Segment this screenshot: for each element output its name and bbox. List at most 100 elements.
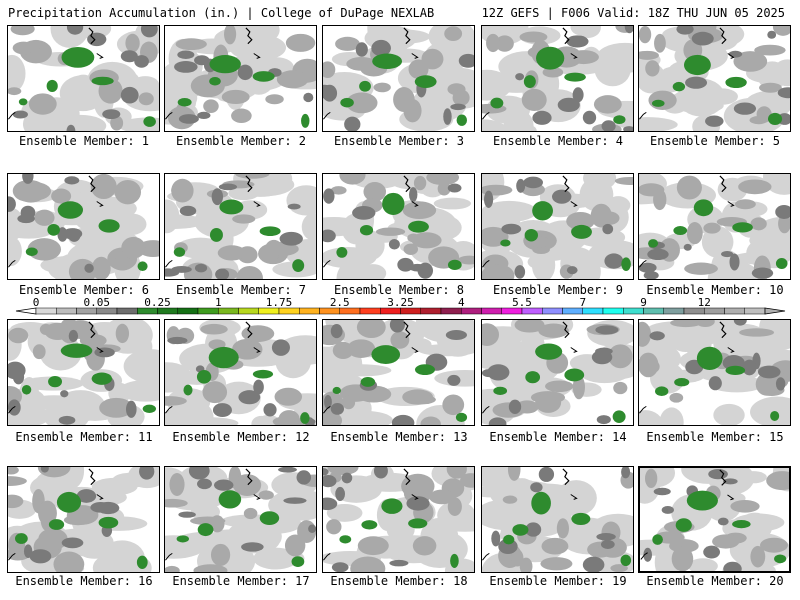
ensemble-panel[interactable] bbox=[164, 319, 317, 426]
ensemble-panel[interactable] bbox=[481, 466, 634, 573]
precip-contour-medium bbox=[778, 214, 790, 234]
precip-contour-dark bbox=[120, 50, 138, 63]
precip-contour-medium bbox=[171, 178, 194, 203]
precip-contour-dark bbox=[751, 267, 774, 279]
precip-contour-light bbox=[379, 29, 431, 44]
precip-contour-medium bbox=[231, 108, 252, 124]
precip-contour-green bbox=[56, 491, 82, 513]
precip-contour-medium bbox=[648, 90, 677, 110]
precip-contour-medium bbox=[407, 395, 436, 405]
precip-contour-dark bbox=[214, 479, 234, 491]
ensemble-panel[interactable] bbox=[322, 173, 475, 280]
precip-contour-green bbox=[218, 490, 242, 509]
precip-contour-medium bbox=[165, 498, 188, 508]
precip-contour-medium bbox=[457, 255, 474, 265]
precip-contour-dark bbox=[757, 365, 781, 379]
precip-contour-medium bbox=[412, 536, 437, 556]
ensemble-panel[interactable] bbox=[164, 173, 317, 280]
precip-contour-green bbox=[292, 259, 305, 273]
precip-contour-dark bbox=[653, 487, 671, 496]
precip-contour-medium bbox=[258, 490, 274, 500]
precip-contour-medium bbox=[644, 468, 658, 489]
ensemble-panel[interactable] bbox=[638, 25, 791, 132]
precip-contour-green bbox=[137, 261, 148, 272]
ensemble-panel[interactable] bbox=[322, 319, 475, 426]
coastline bbox=[639, 259, 647, 268]
precip-contour-light bbox=[79, 544, 111, 559]
ensemble-panel[interactable] bbox=[7, 25, 160, 132]
precip-contour-dark bbox=[729, 253, 740, 271]
precip-contour-dark bbox=[174, 61, 198, 73]
precip-contour-medium bbox=[610, 564, 628, 572]
ensemble-panel[interactable] bbox=[7, 466, 160, 573]
precip-contour-dark bbox=[596, 533, 616, 541]
precip-contour-green bbox=[98, 219, 120, 233]
precip-contour-medium bbox=[99, 397, 134, 418]
precip-contour-green bbox=[535, 343, 563, 360]
ensemble-panel[interactable] bbox=[481, 25, 634, 132]
lake-outline bbox=[719, 27, 727, 45]
precip-contour-dark bbox=[66, 26, 84, 35]
precip-contour-medium bbox=[265, 94, 284, 105]
precip-contour-green bbox=[672, 81, 686, 92]
precip-contour-medium bbox=[38, 500, 57, 526]
precip-contour-dark bbox=[595, 347, 613, 355]
precip-contour-green bbox=[360, 377, 376, 387]
precip-contour-medium bbox=[330, 186, 347, 195]
ensemble-member-label: Ensemble Member: 18 bbox=[330, 574, 468, 588]
precip-contour-medium bbox=[760, 537, 788, 553]
precip-contour-dark bbox=[68, 329, 79, 343]
precip-contour-green bbox=[503, 534, 515, 545]
precip-contour-light bbox=[175, 417, 239, 425]
ensemble-panel[interactable] bbox=[322, 25, 475, 132]
precip-contour-green bbox=[209, 55, 241, 74]
precip-contour-light bbox=[744, 90, 790, 119]
precip-contour-dark bbox=[23, 544, 33, 558]
ensemble-panel[interactable] bbox=[322, 466, 475, 573]
precip-contour-light bbox=[639, 117, 678, 131]
precip-contour-medium bbox=[347, 339, 376, 358]
precip-contour-medium bbox=[735, 199, 756, 210]
ensemble-panel[interactable] bbox=[638, 466, 791, 573]
precip-contour-medium bbox=[10, 26, 35, 36]
precip-map bbox=[323, 174, 474, 279]
precip-contour-dark bbox=[352, 205, 376, 220]
lake-outline bbox=[411, 53, 419, 59]
ensemble-panel[interactable] bbox=[7, 173, 160, 280]
precip-contour-green bbox=[564, 368, 585, 382]
precip-contour-green bbox=[336, 247, 348, 258]
ensemble-panel[interactable] bbox=[481, 173, 634, 280]
precip-contour-medium bbox=[515, 400, 539, 414]
precip-contour-dark bbox=[323, 475, 337, 488]
ensemble-panel[interactable] bbox=[7, 319, 160, 426]
precip-contour-medium bbox=[232, 338, 263, 360]
precip-contour-medium bbox=[460, 473, 474, 488]
precip-contour-dark bbox=[488, 417, 507, 425]
ensemble-panel[interactable] bbox=[481, 319, 634, 426]
precip-contour-dark bbox=[139, 467, 155, 480]
precip-contour-green bbox=[301, 113, 310, 128]
lake-outline bbox=[403, 321, 411, 339]
ensemble-member-label: Ensemble Member: 20 bbox=[646, 574, 784, 588]
precip-contour-dark bbox=[389, 559, 409, 567]
precip-contour-dark bbox=[508, 399, 522, 415]
precip-contour-green bbox=[725, 365, 746, 375]
precip-contour-dark bbox=[487, 364, 510, 381]
precip-contour-dark bbox=[8, 196, 16, 212]
precip-contour-dark bbox=[525, 522, 542, 537]
ensemble-panel[interactable] bbox=[164, 466, 317, 573]
ensemble-panel[interactable] bbox=[638, 319, 791, 426]
precip-contour-dark bbox=[271, 339, 290, 356]
precip-contour-dark bbox=[566, 266, 578, 275]
precip-contour-green bbox=[372, 53, 403, 69]
ensemble-panel[interactable] bbox=[164, 25, 317, 132]
precip-contour-light bbox=[229, 34, 287, 61]
ensemble-panel[interactable] bbox=[638, 173, 791, 280]
precip-contour-green bbox=[173, 247, 186, 257]
precip-contour-medium bbox=[684, 262, 718, 275]
colorbar-tick-label: 1 bbox=[214, 296, 222, 309]
precip-contour-medium bbox=[8, 87, 22, 96]
precip-contour-green bbox=[46, 79, 58, 93]
precip-contour-medium bbox=[221, 89, 250, 105]
precip-contour-dark bbox=[623, 126, 633, 131]
